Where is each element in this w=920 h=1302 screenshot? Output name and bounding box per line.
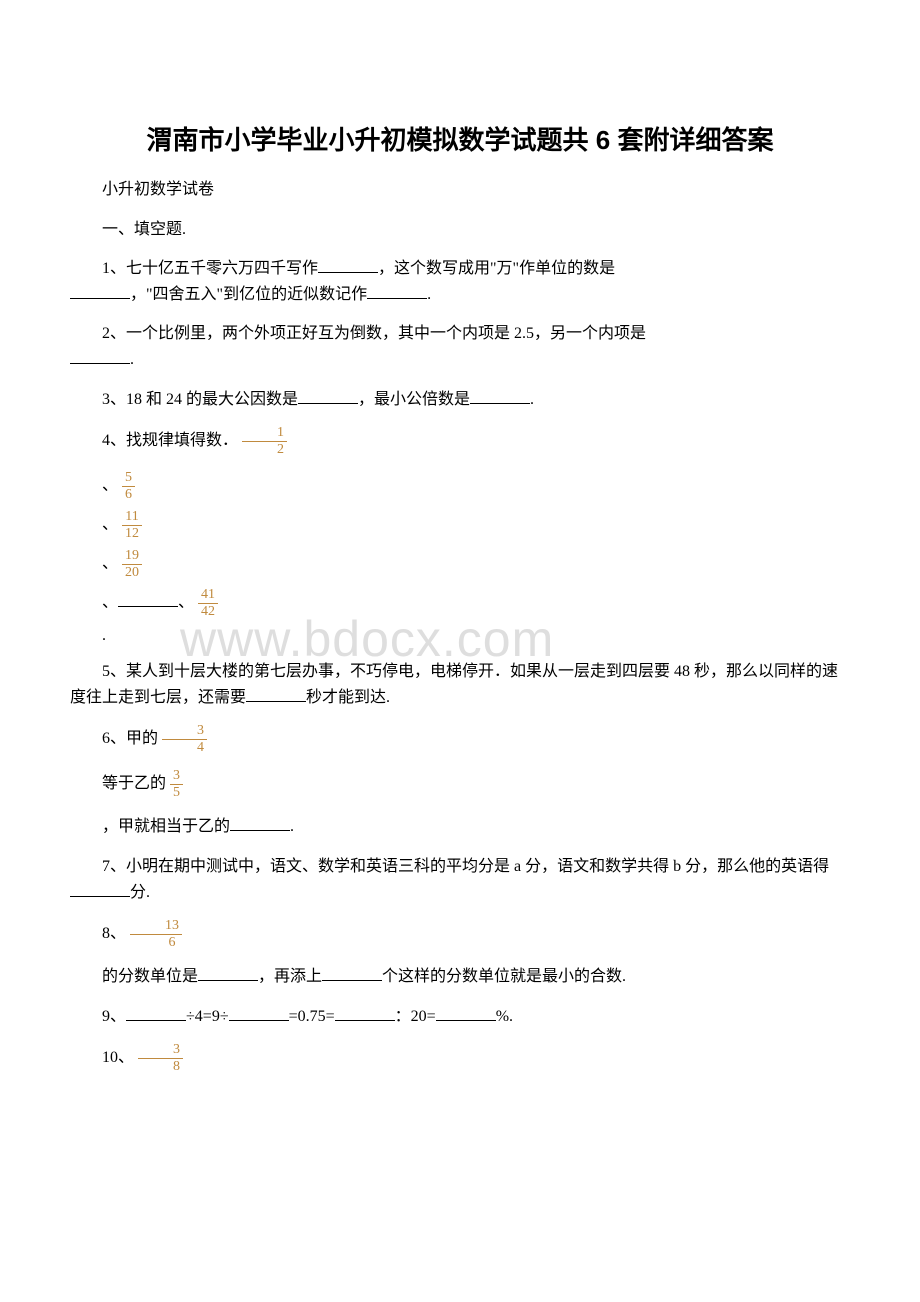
blank xyxy=(70,880,130,897)
question-7: 7、小明在期中测试中，语文、数学和英语三科的平均分是 a 分，语文和数学共得 b… xyxy=(70,854,850,905)
fraction-5-6: 56 xyxy=(122,471,135,502)
blank xyxy=(246,685,306,702)
question-6c: ，甲就相当于乙的. xyxy=(102,814,850,840)
question-10: 10、 38 xyxy=(70,1043,850,1074)
fraction-item: 、 1112 xyxy=(102,510,850,541)
fraction-3-5: 35 xyxy=(170,769,183,800)
question-4: 4、找规律填得数． 12 xyxy=(70,426,850,457)
fraction-41-42: 4142 xyxy=(198,588,218,619)
blank xyxy=(367,282,427,299)
period: . xyxy=(102,627,850,645)
blank xyxy=(298,387,358,404)
blank xyxy=(335,1004,395,1021)
question-2: 2、一个比例里，两个外项正好互为倒数，其中一个内项是 2.5，另一个内项是 . xyxy=(70,321,850,372)
fraction-3-8: 38 xyxy=(138,1043,183,1074)
section-heading: 一、填空题. xyxy=(70,217,850,243)
fraction-item: 、 56 xyxy=(102,471,850,502)
fraction-13-6: 136 xyxy=(130,919,182,950)
fraction-19-20: 1920 xyxy=(122,549,142,580)
question-8a: 8、 136 xyxy=(70,919,850,950)
question-9: 9、÷4=9÷=0.75=：20=%. xyxy=(70,1004,850,1030)
blank xyxy=(70,347,130,364)
fraction-1-2: 12 xyxy=(242,426,287,457)
question-3: 3、18 和 24 的最大公因数是，最小公倍数是. xyxy=(70,387,850,413)
fraction-11-12: 1112 xyxy=(122,510,142,541)
blank xyxy=(118,590,178,607)
question-6b: 等于乙的 35 xyxy=(102,769,850,800)
blank xyxy=(229,1004,289,1021)
blank xyxy=(198,964,258,981)
page-title: 渭南市小学毕业小升初模拟数学试题共 6 套附详细答案 xyxy=(70,120,850,157)
blank xyxy=(318,256,378,273)
subtitle: 小升初数学试卷 xyxy=(70,177,850,203)
blank xyxy=(230,814,290,831)
blank xyxy=(322,964,382,981)
blank xyxy=(470,387,530,404)
blank xyxy=(126,1004,186,1021)
question-8b: 的分数单位是，再添上个这样的分数单位就是最小的合数. xyxy=(102,964,850,990)
question-6a: 6、甲的 34 xyxy=(70,724,850,755)
question-5: 5、某人到十层大楼的第七层办事，不巧停电，电梯停开．如果从一层走到四层要 48 … xyxy=(70,659,850,710)
fraction-item: 、、 4142 xyxy=(102,588,850,619)
blank xyxy=(70,282,130,299)
fraction-item: 、 1920 xyxy=(102,549,850,580)
question-1: 1、七十亿五千零六万四千写作，这个数写成用"万"作单位的数是 ，"四舍五入"到亿… xyxy=(70,256,850,307)
blank xyxy=(436,1004,496,1021)
fraction-3-4: 34 xyxy=(162,724,207,755)
